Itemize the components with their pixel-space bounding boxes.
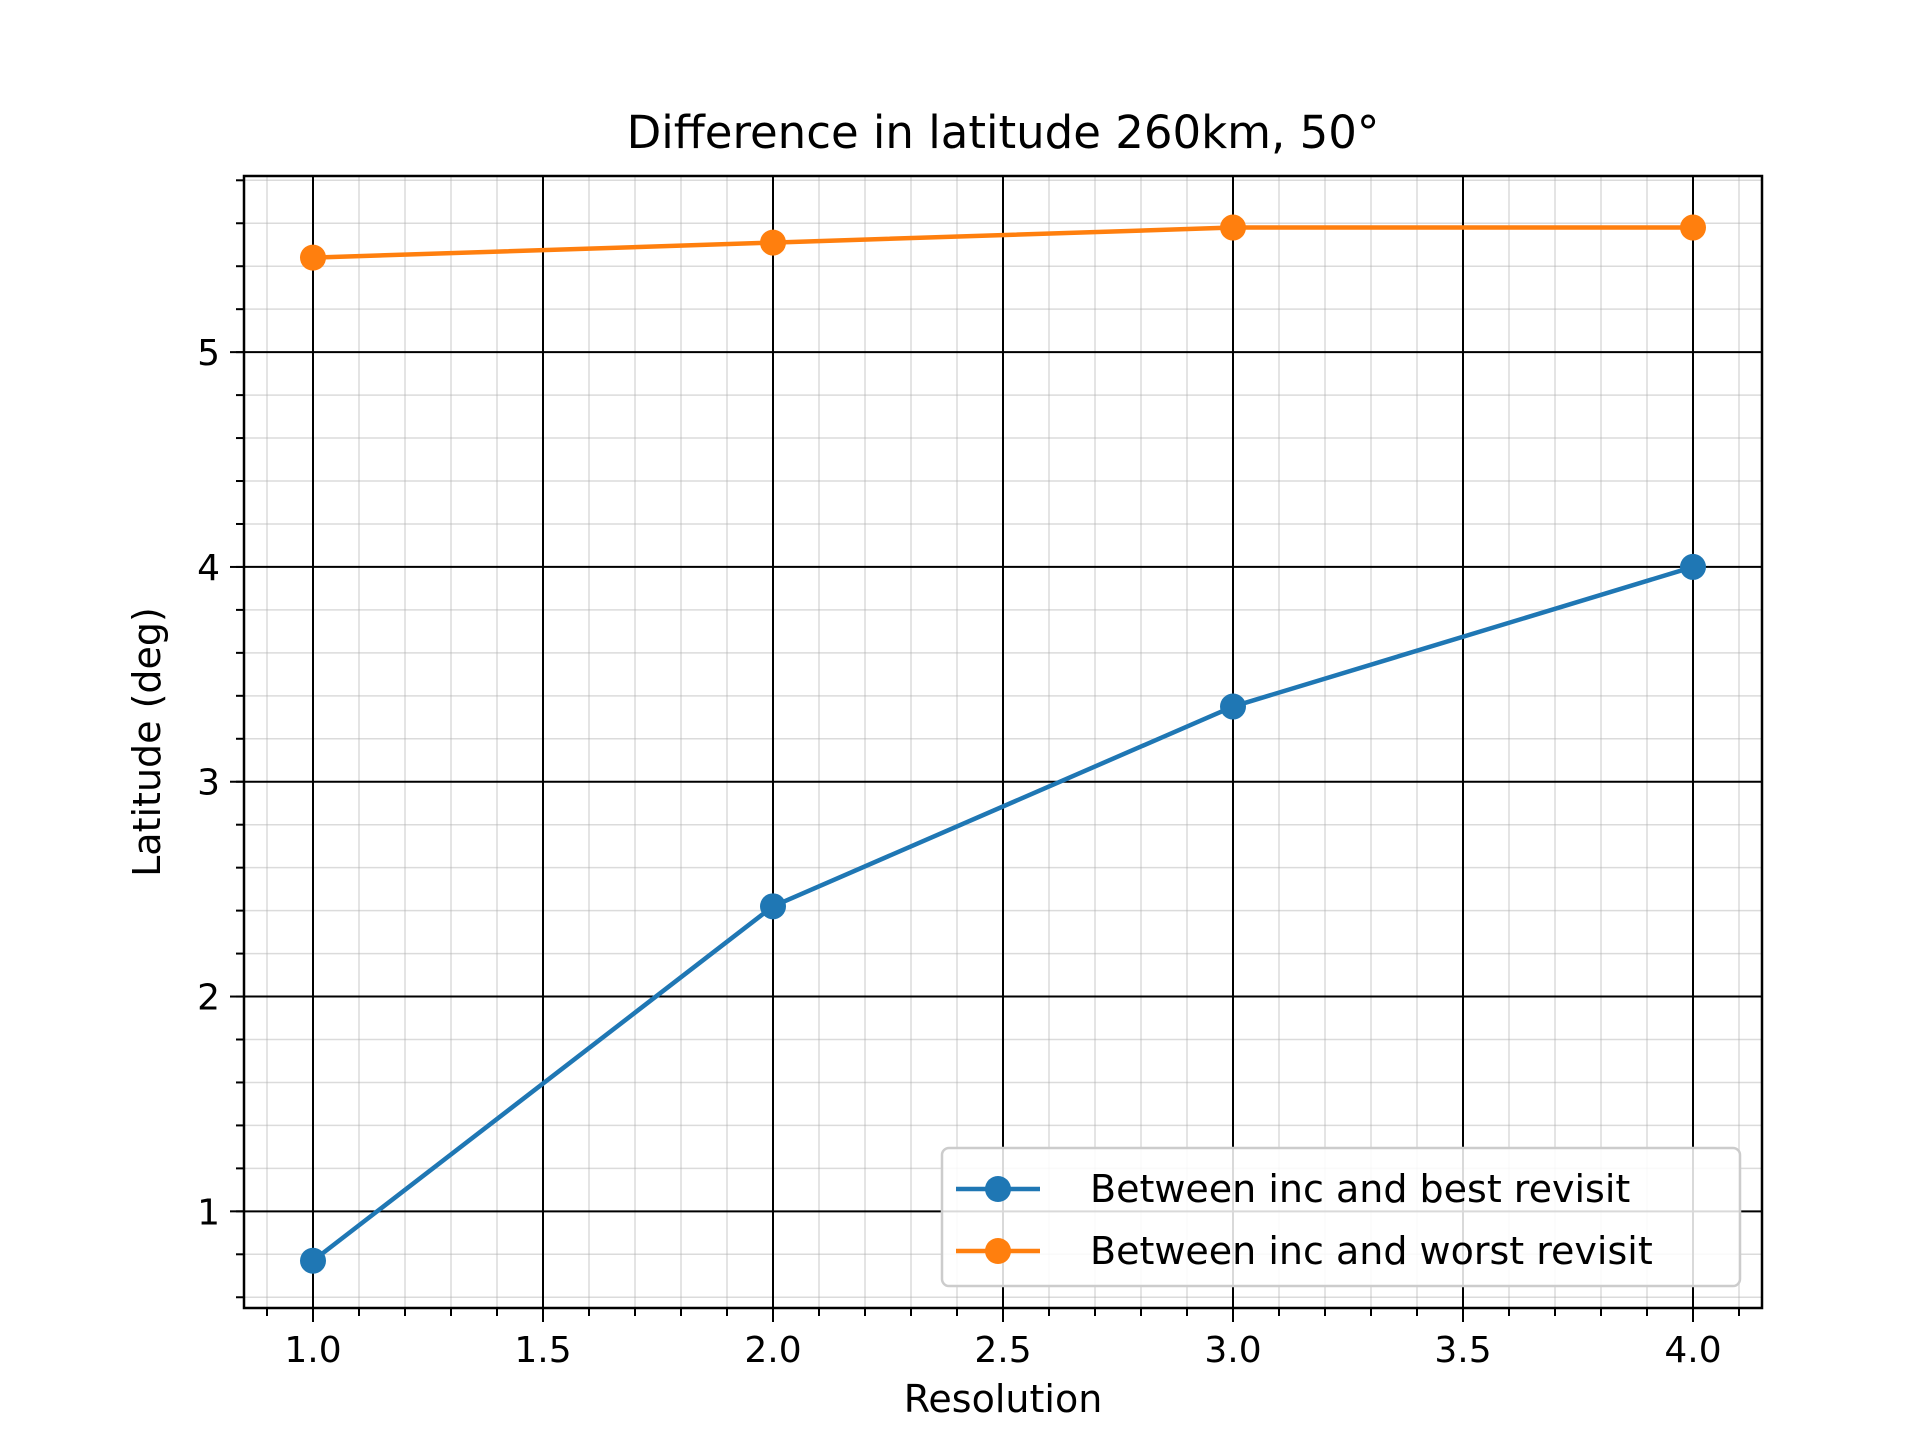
data-point-worst-revisit	[1680, 214, 1706, 241]
series-layer	[300, 214, 1706, 1274]
y-tick-label: 5	[197, 333, 220, 374]
data-point-worst-revisit	[300, 244, 326, 271]
axis-ticks	[230, 179, 1740, 1322]
x-tick-label: 4.0	[1664, 1330, 1721, 1371]
data-point-best-revisit	[1220, 693, 1246, 720]
data-point-best-revisit	[300, 1247, 326, 1274]
legend-label-best-revisit: Between inc and best revisit	[1090, 1167, 1630, 1211]
data-point-best-revisit	[1680, 553, 1706, 580]
major-grid	[244, 176, 1762, 1308]
x-tick-label: 3.0	[1204, 1330, 1261, 1371]
series-line-worst-revisit	[312, 225, 1693, 260]
legend-marker-best-revisit	[985, 1176, 1011, 1202]
tick-labels: 1.0 1.5 2.0 2.5 3.0 3.5 4.0 1 2 3 4 5	[197, 333, 1722, 1371]
x-tick-label: 2.5	[974, 1330, 1031, 1371]
y-tick-label: 4	[197, 548, 220, 589]
legend-box	[940, 1146, 1742, 1288]
chart-title: Difference in latitude 260km, 50°	[627, 106, 1380, 159]
series-line-best-revisit	[311, 564, 1694, 1263]
y-tick-label: 2	[197, 978, 220, 1019]
y-axis-label: Latitude (deg)	[125, 607, 169, 877]
legend-marker-worst-revisit	[985, 1238, 1011, 1264]
x-axis-label: Resolution	[904, 1377, 1103, 1421]
x-tick-label: 1.5	[514, 1330, 571, 1371]
data-point-best-revisit	[760, 893, 786, 920]
x-tick-label: 1.0	[284, 1330, 341, 1371]
y-tick-label: 3	[197, 763, 220, 804]
y-tick-label: 1	[197, 1192, 220, 1233]
data-point-worst-revisit	[760, 229, 786, 256]
legend-label-worst-revisit: Between inc and worst revisit	[1090, 1229, 1653, 1273]
x-tick-label: 3.5	[1434, 1330, 1491, 1371]
legend: Between inc and best revisit Between inc …	[940, 1146, 1742, 1288]
data-point-worst-revisit	[1220, 214, 1246, 241]
x-tick-label: 2.0	[744, 1330, 801, 1371]
